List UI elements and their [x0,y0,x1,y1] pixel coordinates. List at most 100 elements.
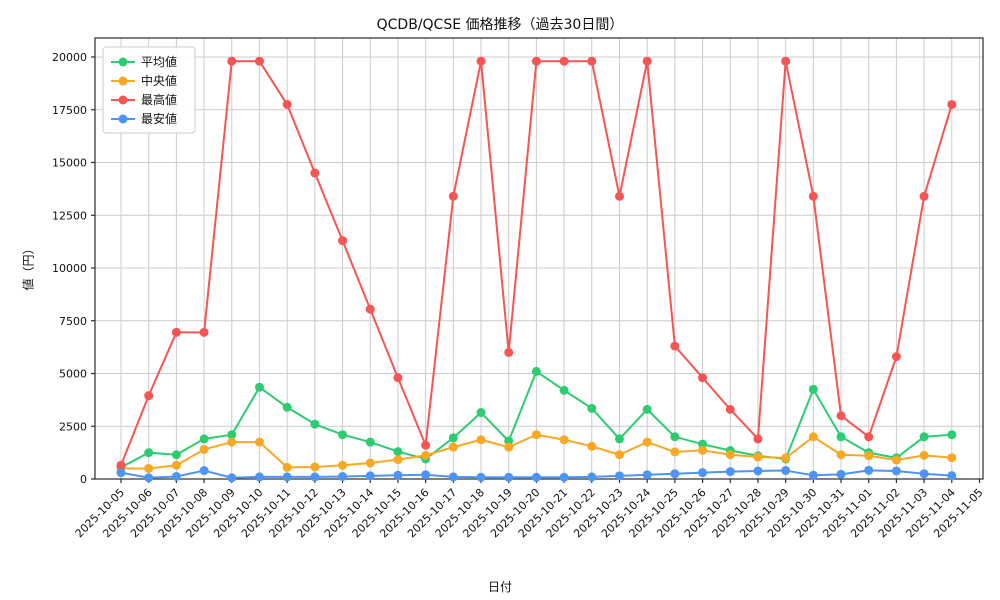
data-point-max [864,432,874,442]
data-point-median [282,462,292,472]
data-point-average [919,432,929,442]
data-point-min [227,473,237,483]
series-max [116,56,957,470]
data-point-min [421,470,431,480]
data-point-max [891,352,901,362]
data-point-median [504,442,514,452]
data-point-average [614,434,624,444]
data-point-max [753,434,763,444]
data-point-average [808,384,818,394]
data-point-min [864,465,874,475]
data-point-max [504,347,514,357]
legend-marker [118,114,128,124]
data-point-median [614,450,624,460]
data-point-median [891,455,901,465]
data-point-min [310,472,320,482]
data-point-max [199,327,209,337]
data-point-min [393,470,403,480]
legend-label: 最高値 [141,92,177,107]
data-point-min [725,467,735,477]
data-point-median [254,437,264,447]
data-point-median [338,460,348,470]
data-point-average [559,385,569,395]
chart-title: QCDB/QCSE 価格推移（過去30日間） [376,17,624,33]
y-tick-label: 5000 [59,368,87,381]
legend-label: 最安値 [141,111,177,126]
data-point-max [338,236,348,246]
data-point-min [614,471,624,481]
data-point-min [919,469,929,479]
data-point-min [476,472,486,482]
data-point-average [670,432,680,442]
data-point-min [116,468,126,478]
data-point-max [808,191,818,201]
data-point-min [171,471,181,481]
y-tick-label: 2500 [59,420,87,433]
data-point-max [642,56,652,66]
data-point-median [393,455,403,465]
data-point-median [531,430,541,440]
data-point-min [947,471,957,481]
data-point-min [448,472,458,482]
y-tick-label: 20000 [52,51,87,64]
legend-marker [118,76,128,86]
data-point-min [753,466,763,476]
data-point-max [919,191,929,201]
data-point-max [587,56,597,66]
data-point-max [476,56,486,66]
data-point-min [338,471,348,481]
data-point-max [171,327,181,337]
data-point-median [919,450,929,460]
data-point-median [836,450,846,460]
data-point-average [642,404,652,414]
data-point-max [365,304,375,314]
data-point-median [199,444,209,454]
data-point-min [504,472,514,482]
data-point-average [393,447,403,457]
data-point-average [282,402,292,412]
legend-label: 中央値 [141,73,177,88]
data-point-max [421,440,431,450]
data-point-min [587,472,597,482]
data-point-max [698,373,708,383]
data-point-min [836,469,846,479]
data-point-min [254,472,264,482]
data-point-average [338,430,348,440]
data-point-median [476,435,486,445]
data-point-average [144,448,154,458]
data-point-max [144,391,154,401]
data-point-median [642,437,652,447]
data-point-max [227,56,237,66]
data-point-average [448,433,458,443]
data-point-max [254,56,264,66]
data-point-max [116,460,126,470]
data-point-average [365,437,375,447]
data-point-average [947,430,957,440]
data-point-max [393,373,403,383]
y-axis: 0 2500 5000 7500 10000 12500 15000 17500 20000 [52,51,95,486]
data-point-min [891,466,901,476]
data-point-average [171,450,181,460]
data-point-median [698,445,708,455]
data-point-max [670,341,680,351]
data-point-min [531,472,541,482]
data-point-median [310,462,320,472]
data-point-max [559,56,569,66]
data-point-median [947,453,957,463]
data-point-median [227,437,237,447]
data-point-min [670,469,680,479]
y-tick-label: 7500 [59,315,87,328]
data-point-average [476,408,486,418]
y-tick-label: 15000 [52,157,87,170]
data-point-median [753,452,763,462]
data-point-min [781,466,791,476]
data-point-median [559,435,569,445]
series-min [116,465,957,483]
data-point-max [531,56,541,66]
data-point-median [781,453,791,463]
data-point-average [531,366,541,376]
data-point-median [171,460,181,470]
